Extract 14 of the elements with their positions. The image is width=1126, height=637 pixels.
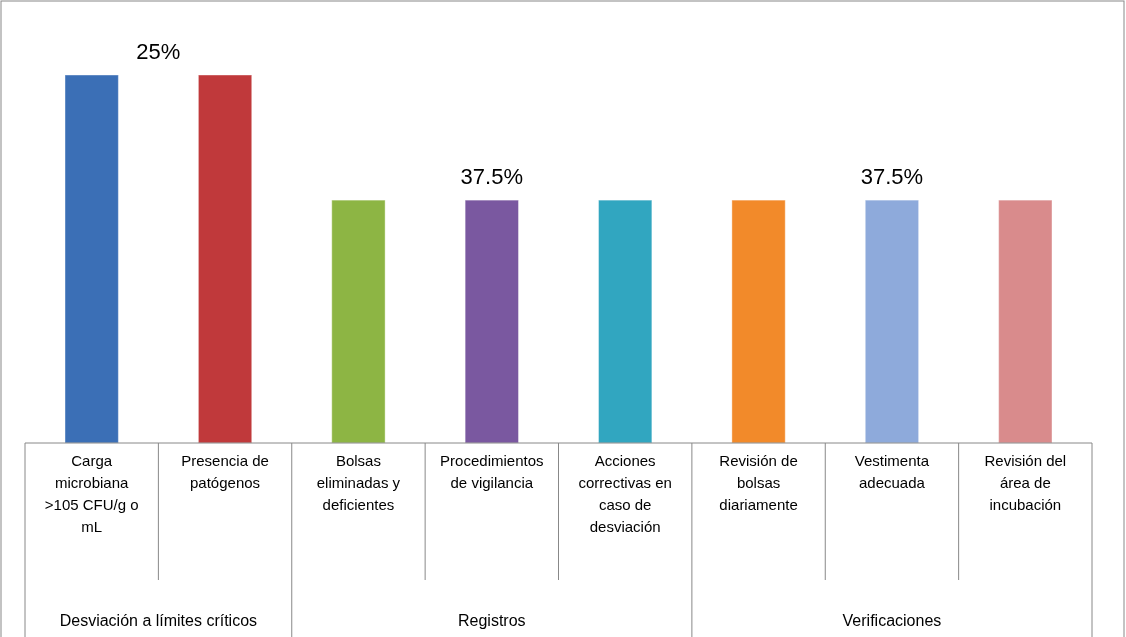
annotation: 37.5% <box>860 164 924 190</box>
x-tick-label: Bolsas eliminadas y deficientes <box>316 452 401 513</box>
text: 25% <box>136 39 181 64</box>
text: Verificaciones <box>842 612 942 629</box>
x-tick-label: Revisión de bolsas diariamente <box>719 452 798 513</box>
annotation: 37.5% <box>460 164 524 190</box>
x-tick-label: Carga microbiana >105 CFU/g o mL <box>44 452 139 535</box>
x-tick-label: Presencia de patógenos <box>181 452 269 491</box>
x-tick-label: Revisión del área de incubación <box>984 452 1067 513</box>
text: Desviación a límites críticos <box>59 612 258 629</box>
x-tick-label: Procedimientos de vigilancia <box>440 452 544 491</box>
x-tick-label: Vestimenta adecuada <box>854 452 930 491</box>
text: Registros <box>458 612 526 629</box>
x-tick-label: Acciones correctivas en caso de desviación <box>578 452 672 535</box>
